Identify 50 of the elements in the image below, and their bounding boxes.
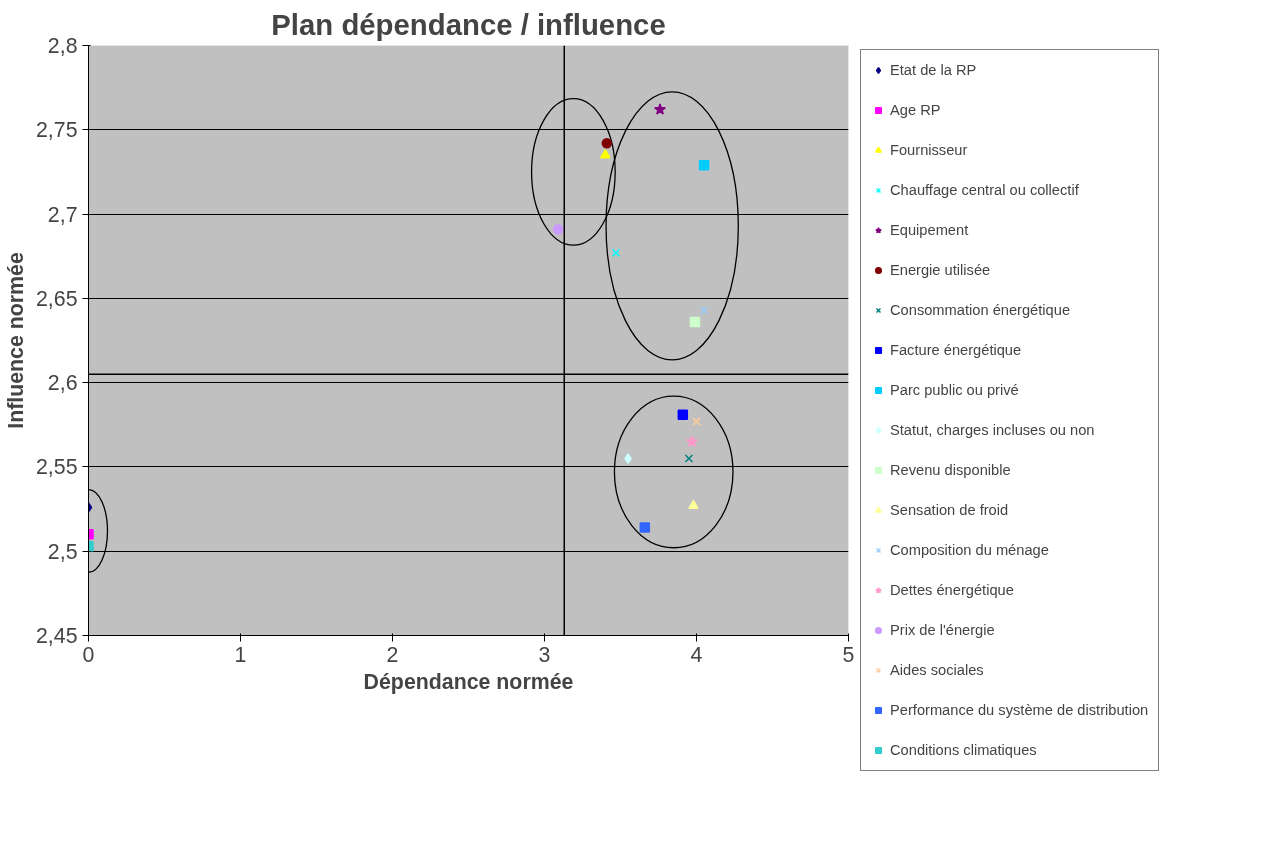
point xyxy=(601,138,613,149)
x-tick-label: 1 xyxy=(234,642,247,667)
legend-label: Parc public ou privé xyxy=(890,382,1019,398)
legend-label: Facture énergétique xyxy=(890,342,1022,358)
y-tick-label: 2,5 xyxy=(47,539,78,564)
legend-label: Aides sociales xyxy=(890,662,984,678)
chart-title: Plan dépendance / influence xyxy=(271,7,666,41)
legend-label: Equipement xyxy=(890,222,969,238)
legend-label: Consommation énergétique xyxy=(890,302,1071,318)
x-tick-label: 2 xyxy=(386,642,399,667)
legend-label: Revenu disponible xyxy=(890,462,1011,478)
legend-label: Fournisseur xyxy=(890,142,968,158)
point xyxy=(684,454,694,463)
legend-label: Composition du ménage xyxy=(890,542,1049,558)
point xyxy=(677,409,689,420)
legend-label: Energie utilisée xyxy=(890,262,991,278)
point xyxy=(624,453,632,464)
y-axis-title: Influence normée xyxy=(3,252,28,429)
point xyxy=(688,499,699,510)
x-tick-label: 5 xyxy=(842,642,855,667)
y-tick-label: 2,75 xyxy=(35,118,78,143)
x-axis-title: Dépendance normée xyxy=(363,669,574,694)
y-tick-label: 2,55 xyxy=(35,455,78,480)
legend-label: Statut, charges incluses ou non xyxy=(890,422,1095,438)
point xyxy=(698,159,710,171)
y-tick-label: 2,8 xyxy=(47,34,78,58)
point xyxy=(639,522,651,533)
y-tick-label: 2,45 xyxy=(35,624,78,648)
y-tick-label: 2,6 xyxy=(47,371,78,396)
point xyxy=(654,103,666,115)
legend-label: Sensation de froid xyxy=(890,502,1009,518)
x-tick-label: 0 xyxy=(82,642,95,667)
point xyxy=(552,224,564,235)
point xyxy=(600,149,611,159)
y-tick-label: 2,65 xyxy=(35,286,78,311)
point xyxy=(685,435,698,447)
legend-label: Age RP xyxy=(890,102,941,118)
x-tick-label: 3 xyxy=(538,642,551,667)
legend-label: Performance du système de distribution xyxy=(890,702,1149,718)
point xyxy=(692,417,701,426)
point xyxy=(689,316,701,328)
y-tick-label: 2,7 xyxy=(47,202,78,227)
legend-label: Dettes énergétique xyxy=(890,582,1014,598)
legend-label: Etat de la RP xyxy=(890,62,977,78)
x-tick-label: 4 xyxy=(690,642,703,667)
point xyxy=(699,305,709,315)
legend-label: Chauffage central ou collectif xyxy=(890,182,1079,198)
legend-label: Prix de l'énergie xyxy=(890,622,995,638)
legend-label: Conditions climatiques xyxy=(890,742,1037,758)
point xyxy=(611,248,621,258)
